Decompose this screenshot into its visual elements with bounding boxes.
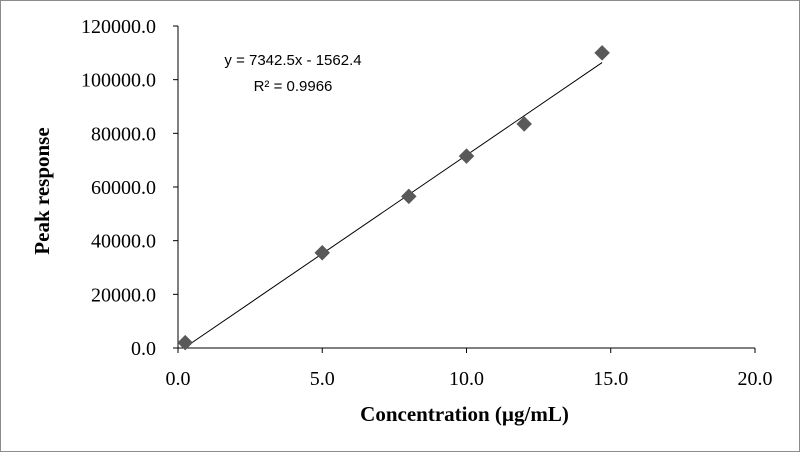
y-tick-label: 80000.0 [91,123,156,145]
y-tick-label: 40000.0 [91,231,156,253]
y-tick-label: 0.0 [131,338,156,360]
trendline-group [184,62,603,348]
data-point [458,148,475,164]
y-tick-label: 100000.0 [81,70,156,92]
y-axis-title: Peak response [30,127,54,254]
data-points [177,44,610,351]
y-tick-label: 60000.0 [91,177,156,199]
tick-labels: 0.0 20000.0 40000.0 60000.0 80000.0 100000.0 1… [81,16,773,390]
data-point [314,244,331,261]
x-tick-label: 20.0 [738,368,773,390]
trendline [184,62,603,348]
y-tick-label: 120000.0 [81,16,156,38]
data-point [400,188,417,205]
x-tick-label: 15.0 [593,368,628,390]
x-tick-label: 5.0 [310,368,335,390]
x-tick-label: 10.0 [449,368,484,390]
data-point [594,44,610,61]
r-squared-label: R² = 0.9966 [254,78,333,95]
x-tick-label: 0.0 [166,368,191,390]
trendline-equation: y = 7342.5x - 1562.4 [224,52,361,69]
data-point [516,116,533,132]
axes [173,25,756,353]
data-point [177,334,194,351]
y-tick-label: 20000.0 [91,284,156,306]
x-axis-title: Concentration (µg/mL) [360,402,569,426]
